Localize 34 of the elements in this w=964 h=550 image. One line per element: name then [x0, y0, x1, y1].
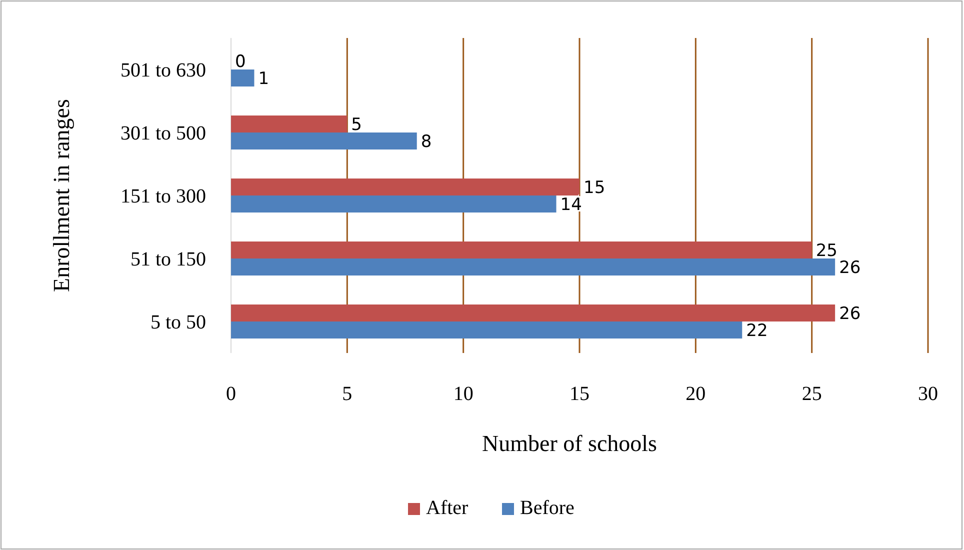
y-tick-label: 501 to 630 — [120, 60, 206, 82]
data-label: 26 — [839, 304, 861, 324]
data-label: 0 — [235, 52, 246, 72]
legend-label: Before — [520, 497, 575, 519]
bar — [231, 132, 417, 150]
bar — [231, 196, 556, 212]
y-tick-label: 301 to 500 — [120, 122, 206, 144]
data-label: 8 — [420, 132, 432, 152]
y-tick-label: 51 to 150 — [130, 248, 206, 270]
data-label: 15 — [584, 178, 606, 198]
bar — [231, 304, 836, 322]
y-axis-title: Enrollment in ranges — [49, 99, 74, 292]
y-tick-label: 5 to 50 — [150, 312, 206, 334]
data-label: 25 — [816, 241, 838, 261]
bar — [231, 322, 742, 338]
bar — [231, 242, 812, 258]
bar — [231, 116, 348, 132]
data-label: 5 — [351, 115, 362, 135]
x-tick-label: 25 — [802, 383, 822, 405]
x-tick-label: 10 — [453, 383, 474, 405]
bar — [231, 258, 836, 276]
x-tick-label: 0 — [226, 383, 236, 405]
x-tick-label: 15 — [570, 383, 590, 405]
x-tick-label: 5 — [342, 383, 352, 405]
data-label: 22 — [746, 321, 768, 341]
data-label: 1 — [258, 69, 270, 89]
bar — [231, 178, 580, 196]
x-tick-label: 30 — [918, 383, 938, 405]
y-tick-label: 151 to 300 — [120, 186, 206, 208]
x-axis-title: Number of schools — [482, 431, 658, 456]
bar — [231, 70, 254, 86]
data-label: 26 — [839, 258, 861, 278]
legend-label: After — [426, 497, 469, 519]
x-tick-label: 20 — [686, 383, 706, 405]
